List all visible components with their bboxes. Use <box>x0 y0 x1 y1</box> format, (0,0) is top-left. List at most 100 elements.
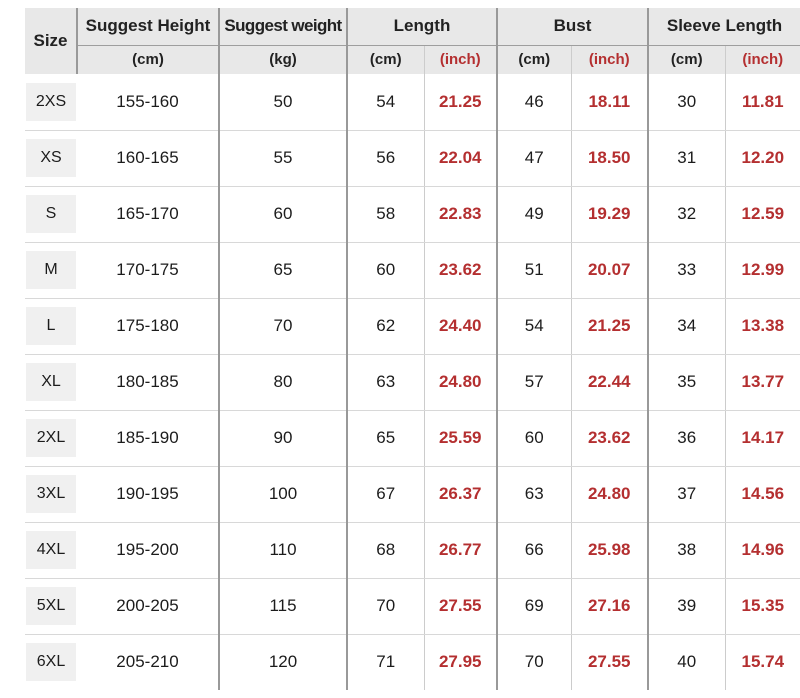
table-row: S 165-170 60 58 22.83 49 19.29 32 12.59 <box>25 186 800 243</box>
cell-weight: 115 <box>219 578 348 635</box>
size-chip: L <box>26 307 76 345</box>
header-bust: Bust <box>497 8 649 46</box>
cell-size: 2XL <box>25 410 77 467</box>
header-sleeve-inch-unit: (inch) <box>725 45 800 74</box>
cell-bust-cm: 57 <box>497 354 572 411</box>
cell-weight: 50 <box>219 74 348 131</box>
cell-sleeve-inch: 12.59 <box>725 186 800 243</box>
cell-length-inch: 21.25 <box>424 74 498 131</box>
table-row: 2XL 185-190 90 65 25.59 60 23.62 36 14.17 <box>25 410 800 467</box>
cell-length-cm: 67 <box>347 466 425 523</box>
table-row: 6XL 205-210 120 71 27.95 70 27.55 40 15.74 <box>25 634 800 690</box>
cell-length-inch: 26.37 <box>424 466 498 523</box>
size-chip: XL <box>26 363 76 401</box>
header-suggest-height: Suggest Height <box>77 8 220 46</box>
cell-size: 3XL <box>25 466 77 523</box>
cell-size: XL <box>25 354 77 411</box>
cell-bust-inch: 18.11 <box>571 74 649 131</box>
cell-sleeve-cm: 36 <box>648 410 726 467</box>
cell-length-inch: 27.55 <box>424 578 498 635</box>
cell-length-cm: 70 <box>347 578 425 635</box>
cell-weight: 70 <box>219 298 348 355</box>
cell-sleeve-cm: 32 <box>648 186 726 243</box>
cell-sleeve-inch: 13.77 <box>725 354 800 411</box>
cell-size: L <box>25 298 77 355</box>
header-bust-cm-unit: (cm) <box>497 45 572 74</box>
cell-bust-inch: 24.80 <box>571 466 649 523</box>
cell-height: 175-180 <box>77 298 220 355</box>
size-chip: 2XS <box>26 82 76 121</box>
cell-weight: 60 <box>219 186 348 243</box>
header-size: Size <box>25 8 78 74</box>
cell-bust-cm: 66 <box>497 522 572 579</box>
cell-length-cm: 63 <box>347 354 425 411</box>
cell-height: 190-195 <box>77 466 220 523</box>
cell-sleeve-inch: 15.74 <box>725 634 800 690</box>
cell-length-inch: 24.40 <box>424 298 498 355</box>
header-length: Length <box>347 8 498 46</box>
table-row: XS 160-165 55 56 22.04 47 18.50 31 12.20 <box>25 130 800 187</box>
cell-sleeve-inch: 11.81 <box>725 74 800 131</box>
cell-length-cm: 68 <box>347 522 425 579</box>
cell-weight: 90 <box>219 410 348 467</box>
table-row: 4XL 195-200 110 68 26.77 66 25.98 38 14.96 <box>25 522 800 579</box>
size-chip: S <box>26 195 76 233</box>
cell-height: 180-185 <box>77 354 220 411</box>
cell-length-inch: 27.95 <box>424 634 498 690</box>
table-header: Size Suggest Height Suggest weight Lengt… <box>25 8 800 74</box>
cell-length-cm: 62 <box>347 298 425 355</box>
size-chip: M <box>26 251 76 289</box>
cell-length-inch: 23.62 <box>424 242 498 299</box>
size-chip: 5XL <box>26 587 76 625</box>
header-suggest-weight: Suggest weight <box>219 8 348 46</box>
cell-weight: 80 <box>219 354 348 411</box>
cell-length-inch: 22.83 <box>424 186 498 243</box>
cell-size: 5XL <box>25 578 77 635</box>
cell-bust-inch: 27.55 <box>571 634 649 690</box>
table-row: XL 180-185 80 63 24.80 57 22.44 35 13.77 <box>25 354 800 411</box>
cell-bust-cm: 60 <box>497 410 572 467</box>
table-row: 2XS 155-160 50 54 21.25 46 18.11 30 11.81 <box>25 74 800 131</box>
cell-length-cm: 71 <box>347 634 425 690</box>
cell-length-cm: 58 <box>347 186 425 243</box>
cell-bust-inch: 20.07 <box>571 242 649 299</box>
header-weight-kg-unit: (kg) <box>219 45 348 74</box>
cell-length-inch: 26.77 <box>424 522 498 579</box>
cell-height: 200-205 <box>77 578 220 635</box>
cell-height: 205-210 <box>77 634 220 690</box>
size-chip: 3XL <box>26 475 76 513</box>
cell-height: 195-200 <box>77 522 220 579</box>
table-row: L 175-180 70 62 24.40 54 21.25 34 13.38 <box>25 298 800 355</box>
cell-bust-inch: 23.62 <box>571 410 649 467</box>
size-chip: 4XL <box>26 531 76 569</box>
cell-bust-inch: 21.25 <box>571 298 649 355</box>
cell-bust-cm: 47 <box>497 130 572 187</box>
cell-weight: 100 <box>219 466 348 523</box>
cell-length-inch: 25.59 <box>424 410 498 467</box>
cell-length-cm: 65 <box>347 410 425 467</box>
cell-bust-inch: 18.50 <box>571 130 649 187</box>
cell-weight: 110 <box>219 522 348 579</box>
size-chart-sheet: Size Suggest Height Suggest weight Lengt… <box>0 8 800 698</box>
cell-sleeve-inch: 13.38 <box>725 298 800 355</box>
cell-sleeve-inch: 12.20 <box>725 130 800 187</box>
table-row: 5XL 200-205 115 70 27.55 69 27.16 39 15.35 <box>25 578 800 635</box>
cell-sleeve-cm: 34 <box>648 298 726 355</box>
size-chip: XS <box>26 139 76 177</box>
header-group-row: Size Suggest Height Suggest weight Lengt… <box>25 8 800 74</box>
cell-height: 170-175 <box>77 242 220 299</box>
cell-size: 2XS <box>25 74 77 131</box>
cell-length-inch: 24.80 <box>424 354 498 411</box>
table-row: 3XL 190-195 100 67 26.37 63 24.80 37 14.56 <box>25 466 800 523</box>
cell-size: XS <box>25 130 77 187</box>
cell-bust-inch: 19.29 <box>571 186 649 243</box>
cell-sleeve-inch: 14.96 <box>725 522 800 579</box>
header-length-inch-unit: (inch) <box>424 45 498 74</box>
header-height-cm-unit: (cm) <box>77 45 220 74</box>
cell-height: 185-190 <box>77 410 220 467</box>
table-body: 2XS 155-160 50 54 21.25 46 18.11 30 11.81 XS 160-1… <box>25 74 800 690</box>
cell-sleeve-cm: 33 <box>648 242 726 299</box>
cell-length-inch: 22.04 <box>424 130 498 187</box>
cell-sleeve-cm: 40 <box>648 634 726 690</box>
cell-sleeve-cm: 35 <box>648 354 726 411</box>
